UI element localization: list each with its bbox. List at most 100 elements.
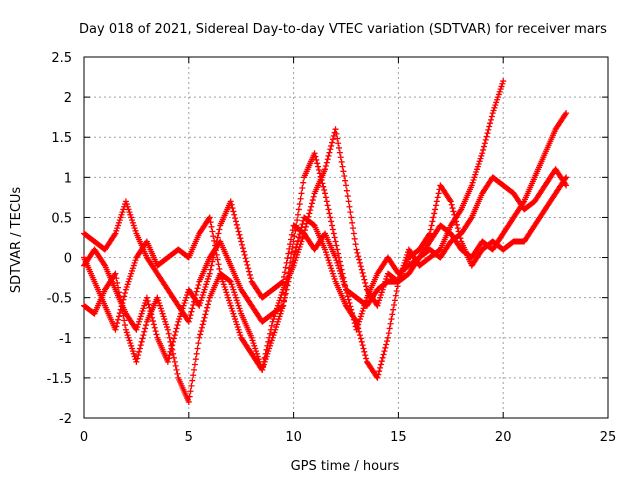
data-point (235, 302, 242, 309)
data-point (220, 281, 227, 288)
data-point (295, 246, 302, 253)
data-point (294, 237, 301, 244)
data-point (251, 342, 258, 349)
data-point (198, 294, 205, 301)
data-point (426, 230, 433, 237)
data-point (391, 297, 398, 304)
data-point (213, 238, 220, 245)
data-point (274, 318, 281, 325)
data-point (199, 291, 206, 298)
data-point (385, 330, 392, 337)
data-point (187, 388, 194, 395)
data-point (171, 332, 178, 339)
data-point (123, 201, 130, 208)
data-point (170, 335, 177, 342)
data-point (204, 278, 211, 285)
data-point (377, 294, 384, 301)
data-point (147, 308, 154, 315)
data-point (127, 340, 134, 347)
data-point (267, 330, 274, 337)
data-point (322, 246, 329, 253)
data-point (402, 257, 409, 264)
data-point (289, 227, 296, 234)
data-point (134, 324, 141, 331)
data-point (323, 198, 330, 205)
data-point (474, 163, 481, 170)
data-point (389, 311, 396, 318)
data-point (269, 318, 276, 325)
data-point (259, 366, 266, 373)
data-point (208, 262, 215, 269)
data-point (270, 332, 277, 339)
data-point (272, 310, 279, 317)
data-point (159, 310, 166, 317)
data-point (273, 308, 280, 315)
data-point (374, 374, 381, 381)
data-point (332, 126, 339, 133)
data-point (280, 273, 287, 280)
data-point (279, 289, 286, 296)
data-point (237, 308, 244, 315)
data-point (206, 270, 213, 277)
data-point (126, 209, 133, 216)
data-point (283, 259, 290, 266)
data-point (432, 202, 439, 209)
data-point (486, 123, 493, 130)
data-point (133, 358, 140, 365)
data-point (115, 313, 122, 320)
data-point (355, 321, 362, 328)
data-point (128, 342, 135, 349)
data-point (349, 219, 356, 226)
data-point (126, 337, 133, 344)
data-point (208, 223, 215, 230)
data-point (379, 354, 386, 361)
data-point (122, 326, 129, 333)
data-point (155, 297, 162, 304)
data-point (121, 317, 128, 324)
data-point (292, 257, 299, 264)
data-point (358, 310, 365, 317)
data-point (209, 258, 216, 265)
data-point (205, 298, 212, 305)
data-point (267, 326, 274, 333)
data-point (233, 221, 240, 228)
data-point (170, 338, 177, 345)
chart-title: Day 018 of 2021, Sidereal Day-to-day VTE… (79, 22, 607, 37)
data-point (166, 334, 173, 341)
data-point (340, 278, 347, 285)
data-point (380, 351, 387, 358)
data-point (339, 163, 346, 170)
data-point (161, 316, 168, 323)
data-point (167, 348, 174, 355)
data-point (180, 302, 187, 309)
data-point (391, 302, 398, 309)
data-points (81, 78, 570, 405)
y-tick-label: -1 (59, 332, 72, 347)
data-point (116, 310, 123, 317)
data-point (232, 316, 239, 323)
data-point (434, 194, 441, 201)
data-point (240, 248, 247, 255)
data-point (360, 273, 367, 280)
data-point (356, 256, 363, 263)
data-point (480, 146, 487, 153)
data-point (227, 278, 234, 285)
data-point (287, 241, 294, 248)
data-point (329, 226, 336, 233)
data-point (215, 261, 222, 268)
data-point (484, 130, 491, 137)
data-point (334, 135, 341, 142)
data-point (378, 289, 385, 296)
data-point (253, 348, 260, 355)
data-point (356, 259, 363, 266)
data-point (214, 256, 221, 263)
data-point (145, 301, 152, 308)
data-point (294, 217, 301, 224)
data-point (122, 322, 129, 329)
data-point (264, 342, 271, 349)
data-point (156, 300, 163, 307)
series-track-4 (81, 166, 570, 365)
data-point (325, 257, 332, 264)
data-point (146, 304, 153, 311)
data-point (236, 231, 243, 238)
